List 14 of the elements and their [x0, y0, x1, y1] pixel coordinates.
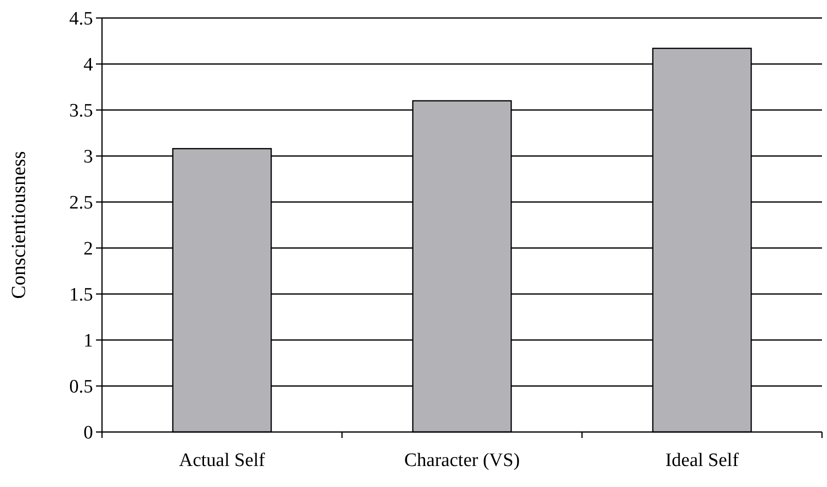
y-tick-label: 4	[84, 54, 94, 76]
y-tick-label: 4.5	[69, 8, 93, 30]
y-axis-title: Conscientiousness	[8, 150, 30, 299]
y-tick-label: 2	[84, 238, 93, 260]
x-tick-label: Ideal Self	[665, 450, 740, 471]
x-tick-label: Character (VS)	[404, 450, 520, 471]
y-tick-label: 2.5	[69, 192, 93, 214]
y-tick-label: 3.5	[69, 100, 93, 122]
y-tick-label: 0.5	[69, 376, 93, 398]
y-tick-label: 0	[84, 422, 93, 444]
x-tick-label: Actual Self	[178, 450, 266, 471]
y-tick-label: 1.5	[69, 284, 93, 306]
y-tick-label: 1	[84, 330, 93, 352]
y-tick-label: 3	[84, 146, 93, 168]
